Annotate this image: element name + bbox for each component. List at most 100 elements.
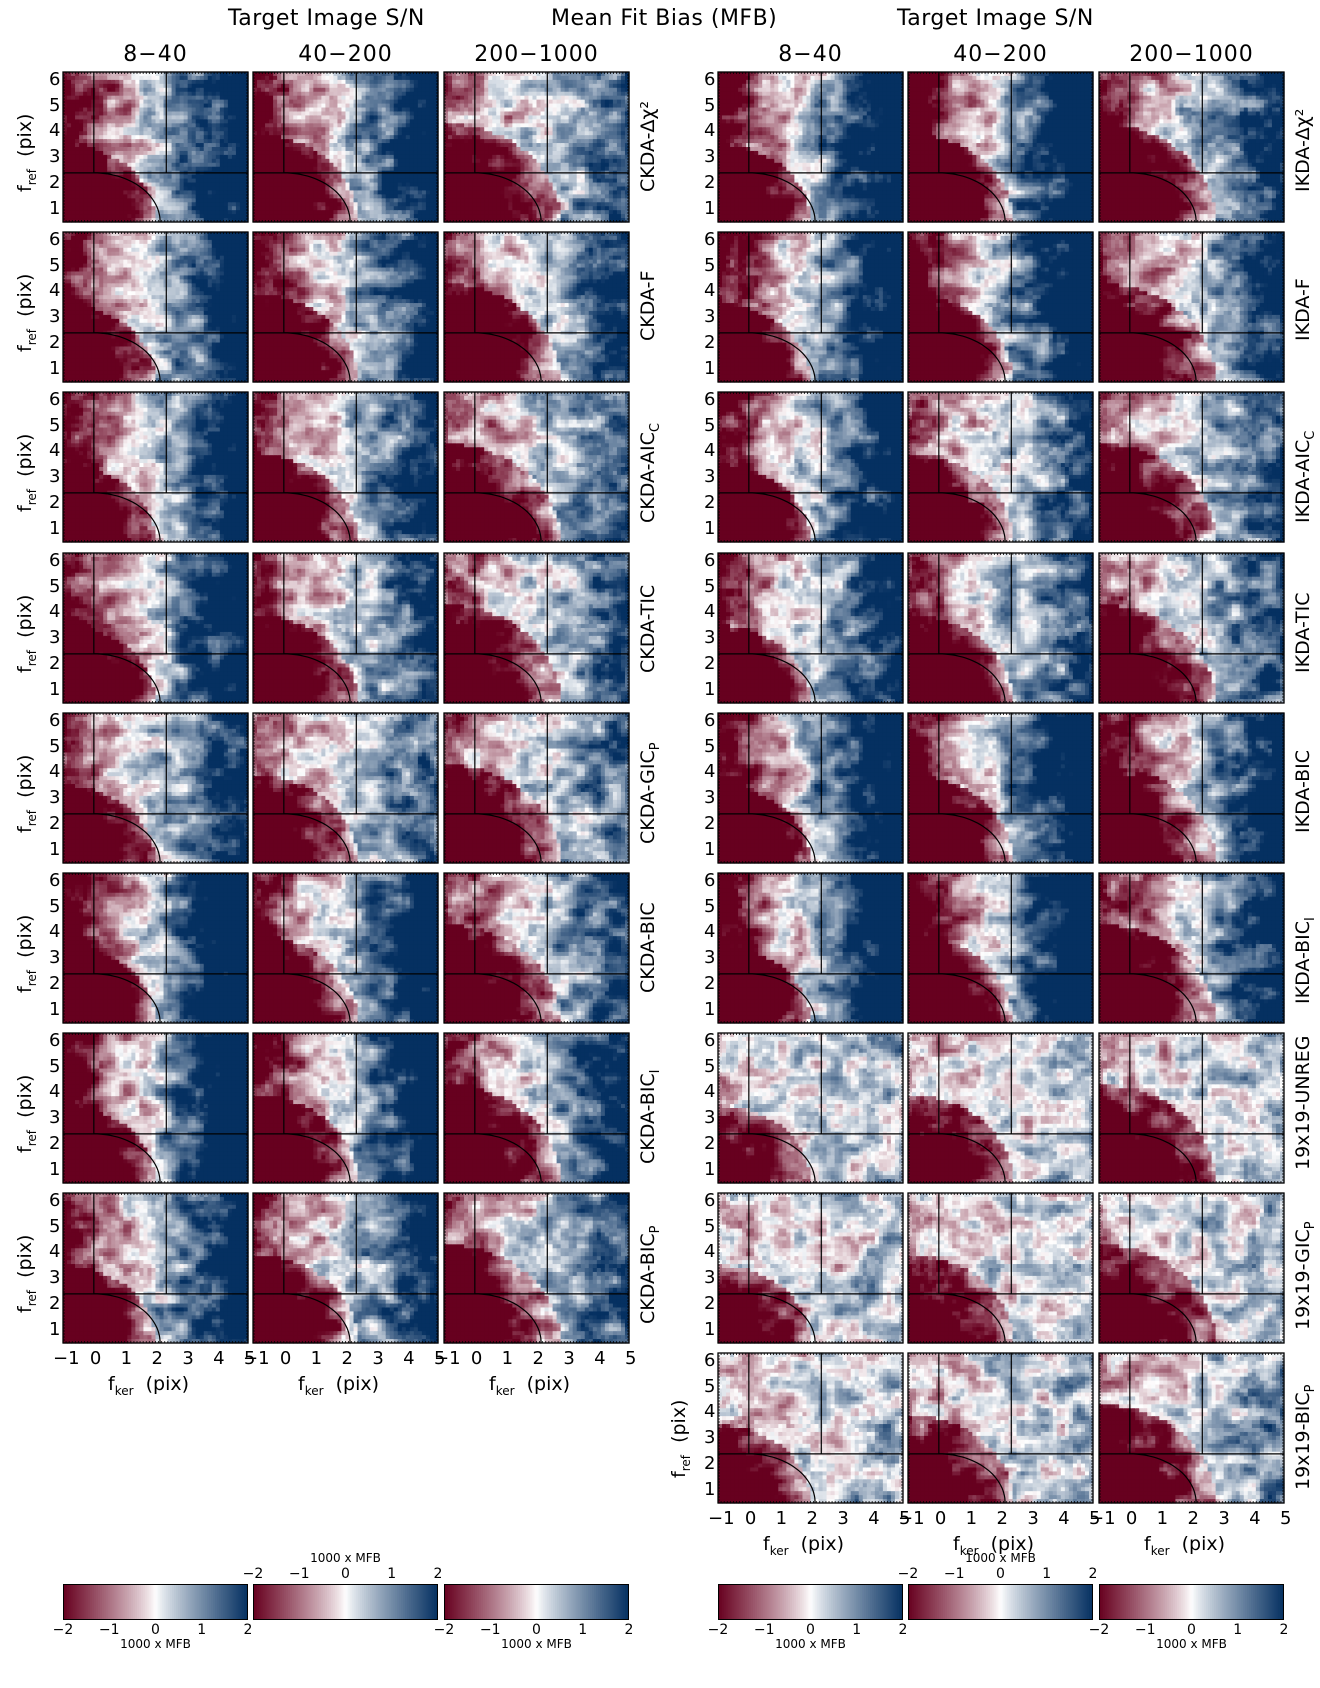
heatmap-cell [386,143,391,148]
heatmap-cell [464,183,469,188]
heatmap-cell [422,163,427,168]
heatmap-cell [414,111,419,116]
heatmap-cell [444,115,449,120]
heatmap-cell [410,175,415,180]
heatmap-cell [317,131,322,136]
heatmap-cell [232,123,237,128]
y-tick-label: 2 [49,172,60,193]
heatmap-cell [297,210,302,215]
heatmap-cell [151,119,156,124]
heatmap-cell [91,186,96,191]
heatmap-cell [422,159,427,164]
heatmap-cell [200,135,205,140]
heatmap-cell [212,143,217,148]
heatmap-cell [528,214,533,219]
heatmap-cell [549,143,554,148]
heatmap-cell [317,100,322,105]
heatmap-cell [277,183,282,188]
heatmap-cell [484,127,489,132]
heatmap-cell [382,147,387,152]
heatmap-cell [297,143,302,148]
heatmap-cell [410,131,415,136]
heatmap-cell [418,206,423,211]
heatmap-cell [484,111,489,116]
heatmap-cell [220,147,225,152]
heatmap-cell [257,163,262,168]
heatmap-cell [537,127,542,132]
heatmap-cell [402,190,407,195]
heatmap-cell [480,135,485,140]
heatmap-cell [333,92,338,97]
heatmap-cell [216,151,221,156]
heatmap-cell [313,183,318,188]
heatmap-cell [549,119,554,124]
heatmap-cell [402,127,407,132]
heatmap-cell [115,143,120,148]
heatmap-cell [500,123,505,128]
heatmap-cell [504,186,509,191]
heatmap-cell [537,92,542,97]
heatmap-cell [370,198,375,203]
heatmap-cell [131,100,136,105]
heatmap-cell [496,186,501,191]
heatmap-cell [410,84,415,89]
heatmap-cell [111,143,116,148]
heatmap-cell [139,92,144,97]
heatmap-cell [67,100,72,105]
heatmap-cell [456,88,461,93]
heatmap-cell [273,214,278,219]
heatmap-cell [410,143,415,148]
heatmap-cell [297,104,302,109]
heatmap-cell [269,183,274,188]
heatmap-cell [410,202,415,207]
heatmap-cell [143,96,148,101]
heatmap-cell [79,214,84,219]
heatmap-cell [456,175,461,180]
heatmap-cell [354,198,359,203]
heatmap-cell [220,100,225,105]
heatmap-cell [184,163,189,168]
heatmap-cell [216,210,221,215]
heatmap-cell [321,96,326,101]
heatmap-cell [309,214,314,219]
heatmap-cell [500,147,505,152]
heatmap-cell [394,80,399,85]
heatmap-cell [305,183,310,188]
heatmap-cell [71,210,76,215]
heatmap-cell [131,143,136,148]
heatmap-cell [176,127,181,132]
heatmap-cell [350,147,355,152]
heatmap-cell [337,92,342,97]
heatmap-cell [301,190,306,195]
heatmap-cell [127,198,132,203]
heatmap-cell [378,100,383,105]
heatmap-cell [492,214,497,219]
heatmap-cell [504,131,509,136]
heatmap-cell [119,163,124,168]
heatmap-cell [422,123,427,128]
heatmap-cell [200,186,205,191]
heatmap-cell [228,167,233,172]
heatmap-cell [212,84,217,89]
heatmap-cell [329,104,334,109]
heatmap-cell [398,131,403,136]
heatmap-cell [119,183,124,188]
heatmap-cell [99,202,104,207]
heatmap-cell [370,123,375,128]
heatmap-cell [444,135,449,140]
heatmap-cell [374,100,379,105]
heatmap-cell [333,139,338,144]
heatmap-cell [366,127,371,132]
heatmap-cell [394,214,399,219]
heatmap-cell [269,96,274,101]
heatmap-cell [131,127,136,132]
heatmap-cell [204,194,209,199]
heatmap-cell [354,175,359,180]
heatmap-cell [63,190,68,195]
heatmap-cell [289,179,294,184]
heatmap-cell [524,179,529,184]
heatmap-cell [111,123,116,128]
heatmap-cell [188,84,193,89]
heatmap-cell [269,92,274,97]
heatmap-cell [139,151,144,156]
